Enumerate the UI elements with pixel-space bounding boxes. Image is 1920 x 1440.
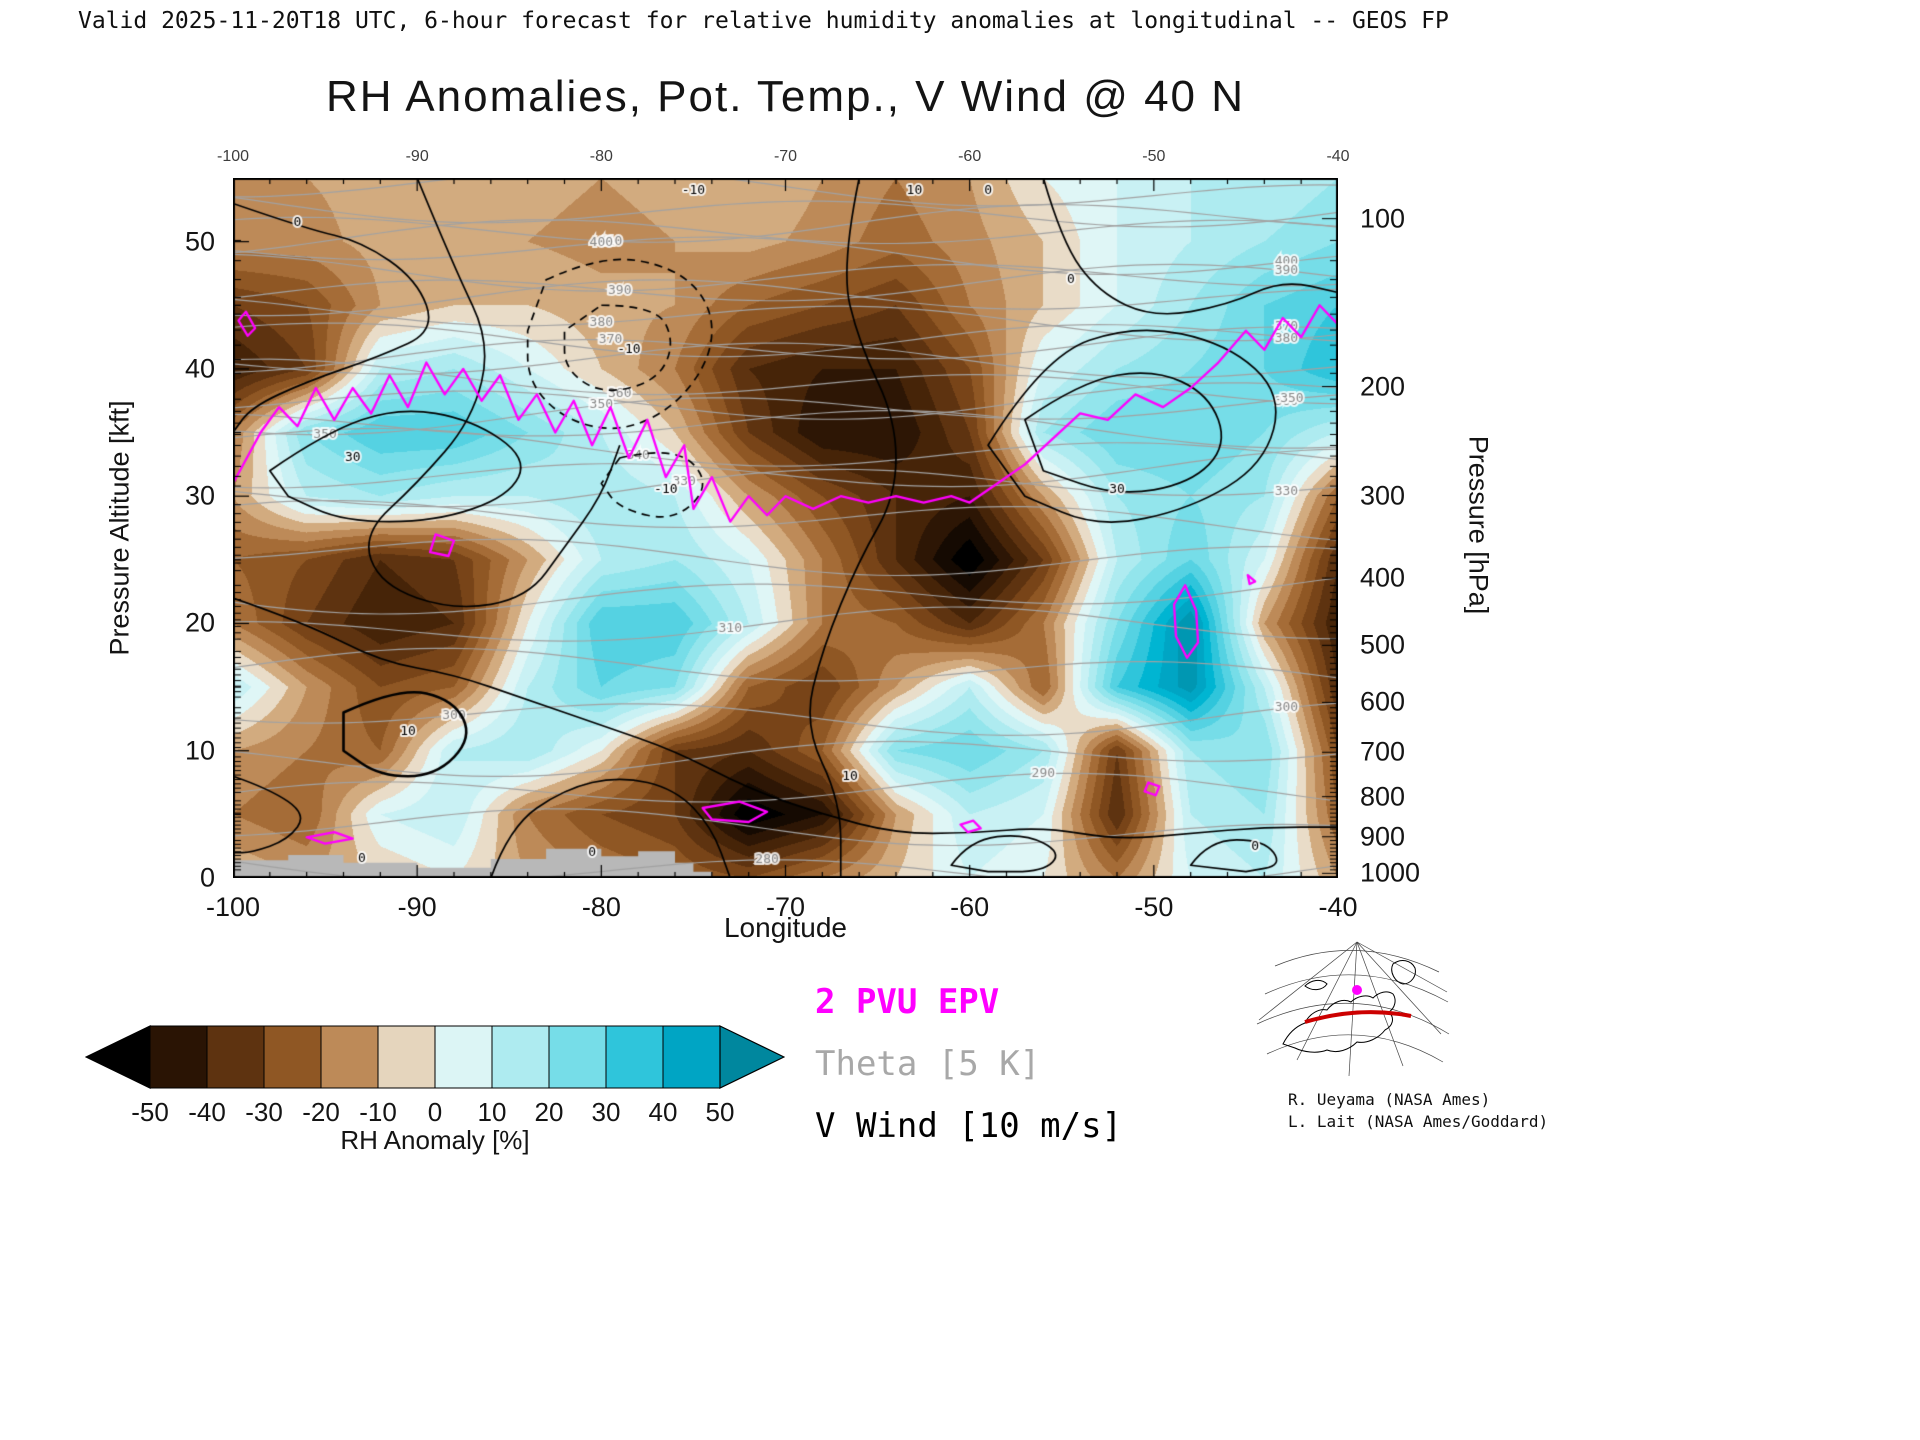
x-top-tick-label: -100 <box>216 148 250 165</box>
figure-title: RH Anomalies, Pot. Temp., V Wind @ 40 N <box>325 72 1246 121</box>
cross-section-plot <box>233 178 1338 878</box>
colorbar-segment <box>434 1025 493 1089</box>
y-left-tick-label: 50 <box>184 226 215 257</box>
colorbar-arrow <box>719 1025 785 1089</box>
map-graticule <box>1256 941 1450 1077</box>
x-top-tick-label: -40 <box>1326 148 1350 165</box>
colorbar-segment <box>377 1025 436 1089</box>
x-top-tick-label: -70 <box>773 148 798 165</box>
y-right-tick-label: 500 <box>1360 629 1406 660</box>
map-cross-section-line <box>1304 1010 1412 1024</box>
x-axis-title: Longitude <box>723 912 847 943</box>
colorbar-tick-label: 30 <box>591 1097 621 1127</box>
x-tick-label: -70 <box>765 892 806 922</box>
legend-epv: 2 PVU EPV <box>815 982 1000 1022</box>
valid-time-line: Valid 2025-11-20T18 UTC, 6-hour forecast… <box>78 8 1449 34</box>
colorbar-segment <box>605 1025 664 1089</box>
colorbar-segment <box>491 1025 550 1089</box>
legend-theta: Theta [5 K] <box>815 1044 1041 1084</box>
colorbar-tick-label: -20 <box>302 1097 340 1127</box>
legend-vwind: V Wind [10 m/s] <box>815 1106 1123 1146</box>
x-top-tick-label: -90 <box>405 148 429 165</box>
y-right-tick-label: 700 <box>1360 736 1406 767</box>
colorbar-segment <box>320 1025 379 1089</box>
colorbar-segment <box>263 1025 322 1089</box>
colorbar-title: RH Anomaly [%] <box>340 1125 530 1155</box>
x-tick-label: -50 <box>1134 892 1174 922</box>
y-left-tick-label: 20 <box>184 607 215 638</box>
map-location-dot <box>1352 985 1362 995</box>
y-right-tick-label: 100 <box>1360 203 1406 234</box>
y-left-tick-label: 30 <box>184 480 215 511</box>
y-right-axis-title: Pressure [hPa] <box>1463 435 1494 615</box>
colorbar-tick-label: -10 <box>359 1097 397 1127</box>
y-right-tick-label: 300 <box>1360 480 1406 510</box>
colorbar-tick-label: -30 <box>245 1097 283 1127</box>
x-tick-label: -100 <box>205 892 261 922</box>
inset-map <box>1256 941 1450 1077</box>
colorbar-segment <box>548 1025 607 1089</box>
y-left-tick-label: 0 <box>199 862 215 893</box>
colorbar-tick-label: -50 <box>131 1097 169 1127</box>
y-left-axis-title: Pressure Altitude [kft] <box>104 400 135 656</box>
colorbar-segment <box>206 1025 265 1089</box>
y-right-tick-label: 1000 <box>1360 857 1421 888</box>
y-right-tick-label: 200 <box>1360 371 1406 402</box>
y-left-tick-label: 10 <box>184 735 215 766</box>
colorbar-tick-label: 0 <box>427 1097 443 1127</box>
x-tick-label: -90 <box>397 892 437 922</box>
y-left-tick-label: 40 <box>184 353 215 384</box>
credit-line-1: R. Ueyama (NASA Ames) <box>1288 1090 1491 1109</box>
colorbar-arrow <box>85 1025 151 1089</box>
credit-line-2: L. Lait (NASA Ames/Goddard) <box>1288 1112 1549 1131</box>
x-top-tick-label: -80 <box>589 148 613 165</box>
y-right-tick-label: 900 <box>1360 821 1406 852</box>
x-tick-label: -60 <box>950 892 990 922</box>
colorbar-segment <box>662 1025 721 1089</box>
x-top-tick-label: -60 <box>958 148 982 165</box>
colorbar-tick-label: 50 <box>705 1097 735 1127</box>
x-tick-label: -40 <box>1318 892 1358 922</box>
x-tick-label: -80 <box>581 892 621 922</box>
colorbar-segment <box>149 1025 208 1089</box>
colorbar-tick-label: 40 <box>648 1097 678 1127</box>
colorbar-tick-label: 10 <box>477 1097 507 1127</box>
map-coastline <box>1282 960 1416 1053</box>
colorbar-tick-label: -40 <box>188 1097 226 1127</box>
x-top-tick-label: -50 <box>1142 148 1166 165</box>
y-right-tick-label: 600 <box>1360 686 1406 717</box>
colorbar <box>85 1025 785 1089</box>
colorbar-tick-label: 20 <box>534 1097 564 1127</box>
y-right-tick-label: 800 <box>1360 781 1406 812</box>
y-right-tick-label: 400 <box>1360 562 1406 593</box>
